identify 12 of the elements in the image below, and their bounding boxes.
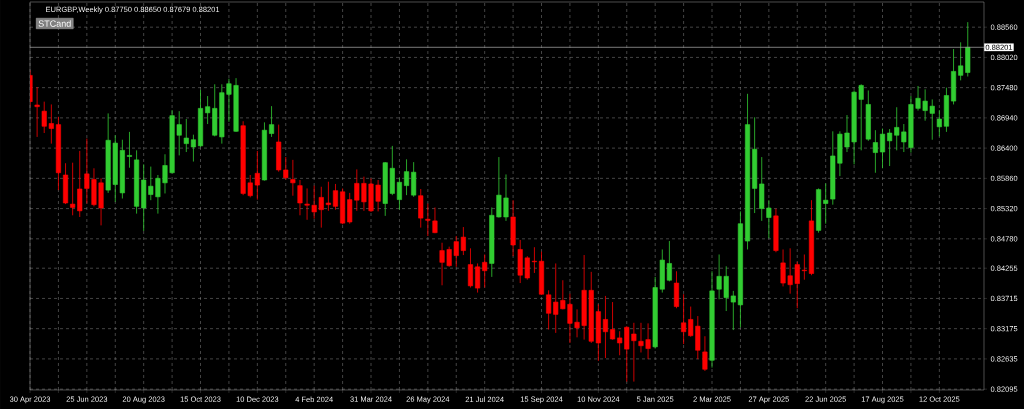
candlestick — [34, 86, 40, 138]
candlestick — [190, 134, 196, 162]
candlestick — [126, 131, 133, 169]
candlestick — [183, 118, 189, 153]
candlestick — [482, 254, 488, 288]
candlestick — [418, 188, 424, 229]
annotation: STCand — [38, 20, 71, 27]
candlestick — [823, 182, 829, 225]
candlestick — [936, 109, 942, 137]
candlestick — [865, 90, 871, 142]
candlestick — [325, 181, 331, 212]
candlestick — [411, 161, 417, 198]
